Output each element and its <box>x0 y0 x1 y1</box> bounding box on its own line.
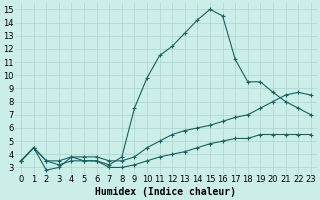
X-axis label: Humidex (Indice chaleur): Humidex (Indice chaleur) <box>95 187 236 197</box>
